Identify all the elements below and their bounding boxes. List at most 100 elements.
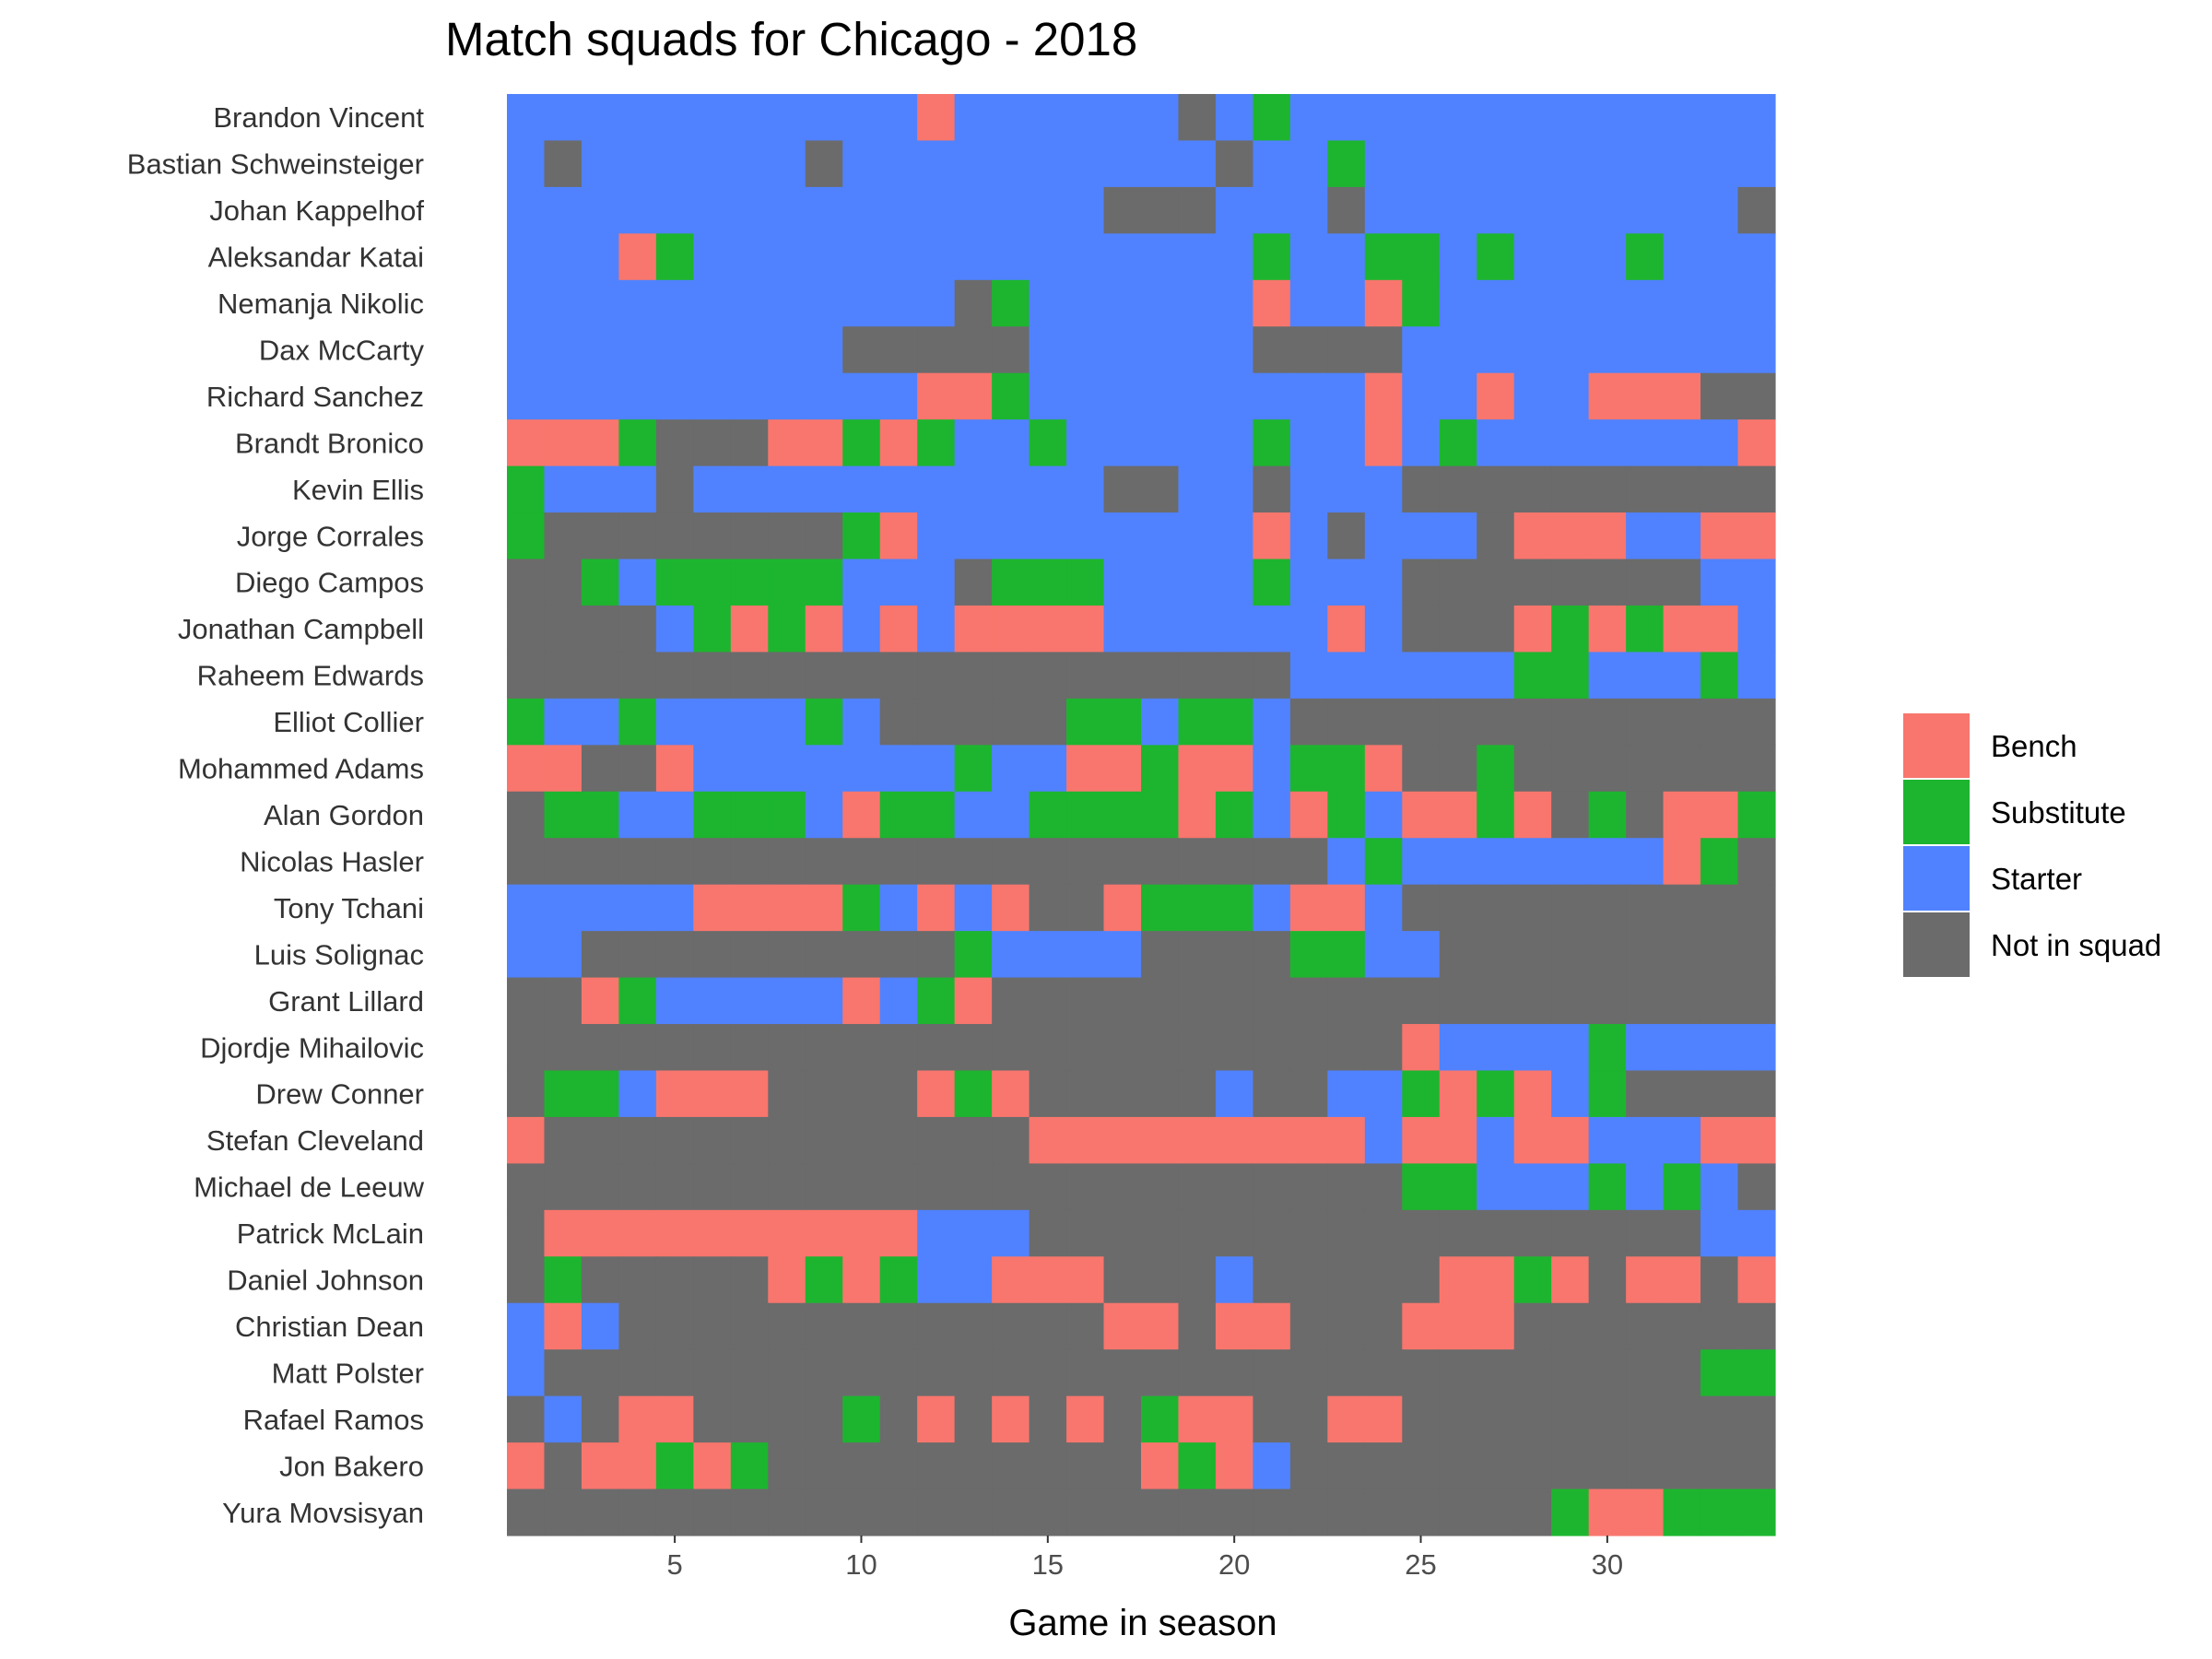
heatmap-cell xyxy=(879,1163,918,1211)
heatmap-cell xyxy=(1215,884,1254,932)
heatmap-cell xyxy=(1327,1163,1366,1211)
heatmap-cell xyxy=(1253,791,1291,839)
heatmap-cell xyxy=(954,465,993,513)
heatmap-cell xyxy=(917,233,956,281)
heatmap-cell xyxy=(1029,140,1067,188)
heatmap-cell xyxy=(693,838,732,886)
heatmap-cell xyxy=(917,140,956,188)
heatmap-cell xyxy=(917,1209,956,1257)
heatmap-cell xyxy=(730,465,769,513)
heatmap-cell xyxy=(1178,465,1217,513)
heatmap-cell xyxy=(805,279,843,327)
heatmap-cell xyxy=(1066,1349,1105,1397)
heatmap-cell xyxy=(1289,745,1328,793)
heatmap-cell xyxy=(1588,326,1627,374)
heatmap-cell xyxy=(618,931,657,979)
heatmap-cell xyxy=(1103,465,1142,513)
heatmap-cell xyxy=(1364,559,1403,606)
heatmap-cell xyxy=(618,791,657,839)
heatmap-cell xyxy=(1066,1302,1105,1350)
heatmap-cell xyxy=(1737,140,1776,188)
heatmap-cell xyxy=(1663,559,1701,606)
heatmap-cell xyxy=(1364,605,1403,653)
heatmap-cell xyxy=(992,1163,1030,1211)
heatmap-cell xyxy=(1364,791,1403,839)
heatmap-cell xyxy=(1103,791,1142,839)
heatmap-cell xyxy=(842,1395,881,1443)
heatmap-cell xyxy=(693,140,732,188)
heatmap-cell xyxy=(1029,372,1067,420)
heatmap-cell xyxy=(1477,233,1515,281)
heatmap-cell xyxy=(917,1256,956,1304)
heatmap-cell xyxy=(1626,745,1665,793)
heatmap-cell xyxy=(1364,419,1403,467)
heatmap-cell xyxy=(1364,94,1403,142)
heatmap-cell xyxy=(1103,1256,1142,1304)
heatmap-cell xyxy=(581,1302,620,1350)
heatmap-cell xyxy=(1402,1163,1441,1211)
heatmap-cell xyxy=(581,977,620,1025)
heatmap-cell xyxy=(1364,465,1403,513)
heatmap-cell xyxy=(618,233,657,281)
heatmap-cell xyxy=(544,326,582,374)
heatmap-cell xyxy=(1551,1256,1590,1304)
heatmap-cell xyxy=(992,1488,1030,1536)
heatmap-cell xyxy=(507,1349,546,1397)
heatmap-cell xyxy=(1178,279,1217,327)
heatmap-cell xyxy=(1737,1163,1776,1211)
heatmap-cell xyxy=(655,1488,694,1536)
heatmap-cell xyxy=(954,1209,993,1257)
heatmap-cell xyxy=(805,559,843,606)
heatmap-cell xyxy=(1588,419,1627,467)
heatmap-cell xyxy=(581,605,620,653)
heatmap-cell xyxy=(1253,1302,1291,1350)
heatmap-cell xyxy=(693,419,732,467)
heatmap-cell xyxy=(1737,559,1776,606)
heatmap-cell xyxy=(544,745,582,793)
heatmap-cell xyxy=(1513,838,1552,886)
heatmap-cell xyxy=(1029,1488,1067,1536)
heatmap-cell xyxy=(1700,1302,1739,1350)
heatmap-cell xyxy=(842,838,881,886)
chart-title: Match squads for Chicago - 2018 xyxy=(445,13,1137,65)
heatmap-cell xyxy=(768,1209,806,1257)
heatmap-cell xyxy=(1327,372,1366,420)
heatmap-cell xyxy=(507,512,546,560)
heatmap-cell xyxy=(768,326,806,374)
heatmap-cell xyxy=(1066,1070,1105,1118)
heatmap-cell xyxy=(693,605,732,653)
heatmap-cell xyxy=(1364,372,1403,420)
heatmap-cell xyxy=(693,1488,732,1536)
heatmap-cell xyxy=(954,838,993,886)
heatmap-cell xyxy=(1029,419,1067,467)
heatmap-cell xyxy=(693,279,732,327)
heatmap-cell xyxy=(1327,745,1366,793)
heatmap-cell xyxy=(1439,652,1477,700)
heatmap-cell xyxy=(842,1256,881,1304)
heatmap-cell xyxy=(1215,1116,1254,1164)
heatmap-cell xyxy=(544,1209,582,1257)
heatmap-cell xyxy=(581,745,620,793)
heatmap-cell xyxy=(879,1442,918,1490)
heatmap-cell xyxy=(1066,1488,1105,1536)
heatmap-cell xyxy=(730,186,769,234)
heatmap-cell xyxy=(1402,1395,1441,1443)
y-tick-label: Johan Kappelhof xyxy=(209,194,424,227)
y-tick-label: Matt Polster xyxy=(272,1357,424,1389)
heatmap-cell xyxy=(1663,1070,1701,1118)
heatmap-cell xyxy=(1663,465,1701,513)
heatmap-cell xyxy=(1663,884,1701,932)
heatmap-cell xyxy=(1289,791,1328,839)
heatmap-cell xyxy=(1066,745,1105,793)
heatmap-cell xyxy=(693,1116,732,1164)
x-tick-label: 25 xyxy=(1405,1548,1436,1581)
heatmap-cell xyxy=(1700,838,1739,886)
heatmap-cell xyxy=(954,1302,993,1350)
heatmap-cell xyxy=(507,94,546,142)
heatmap-cell xyxy=(1141,94,1180,142)
heatmap-cell xyxy=(1663,1349,1701,1397)
heatmap-cell xyxy=(768,1349,806,1397)
heatmap-cell xyxy=(992,698,1030,746)
heatmap-cell xyxy=(879,1209,918,1257)
heatmap-cell xyxy=(693,1395,732,1443)
